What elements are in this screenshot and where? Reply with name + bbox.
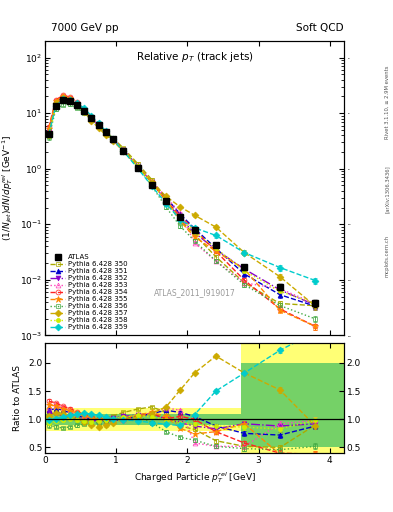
Legend: ATLAS, Pythia 6.428 350, Pythia 6.428 351, Pythia 6.428 352, Pythia 6.428 353, P: ATLAS, Pythia 6.428 350, Pythia 6.428 35… <box>49 253 129 332</box>
Text: [arXiv:1306.3436]: [arXiv:1306.3436] <box>385 165 389 214</box>
Text: Soft QCD: Soft QCD <box>296 23 344 33</box>
Text: Relative $p_{T}$ (track jets): Relative $p_{T}$ (track jets) <box>136 50 253 64</box>
Y-axis label: $(1/N_{jet})dN/dp_{T}^{rel}$ [GeV$^{-1}$]: $(1/N_{jet})dN/dp_{T}^{rel}$ [GeV$^{-1}$… <box>0 135 15 241</box>
Y-axis label: Ratio to ATLAS: Ratio to ATLAS <box>13 365 22 431</box>
Text: mcplots.cern.ch: mcplots.cern.ch <box>385 235 389 277</box>
Text: ATLAS_2011_I919017: ATLAS_2011_I919017 <box>154 288 235 297</box>
X-axis label: Charged Particle $\mathit{p}_{T}^{rel}$ [GeV]: Charged Particle $\mathit{p}_{T}^{rel}$ … <box>134 471 255 485</box>
Text: 7000 GeV pp: 7000 GeV pp <box>51 23 119 33</box>
Text: Rivet 3.1.10, ≥ 2.9M events: Rivet 3.1.10, ≥ 2.9M events <box>385 66 389 139</box>
